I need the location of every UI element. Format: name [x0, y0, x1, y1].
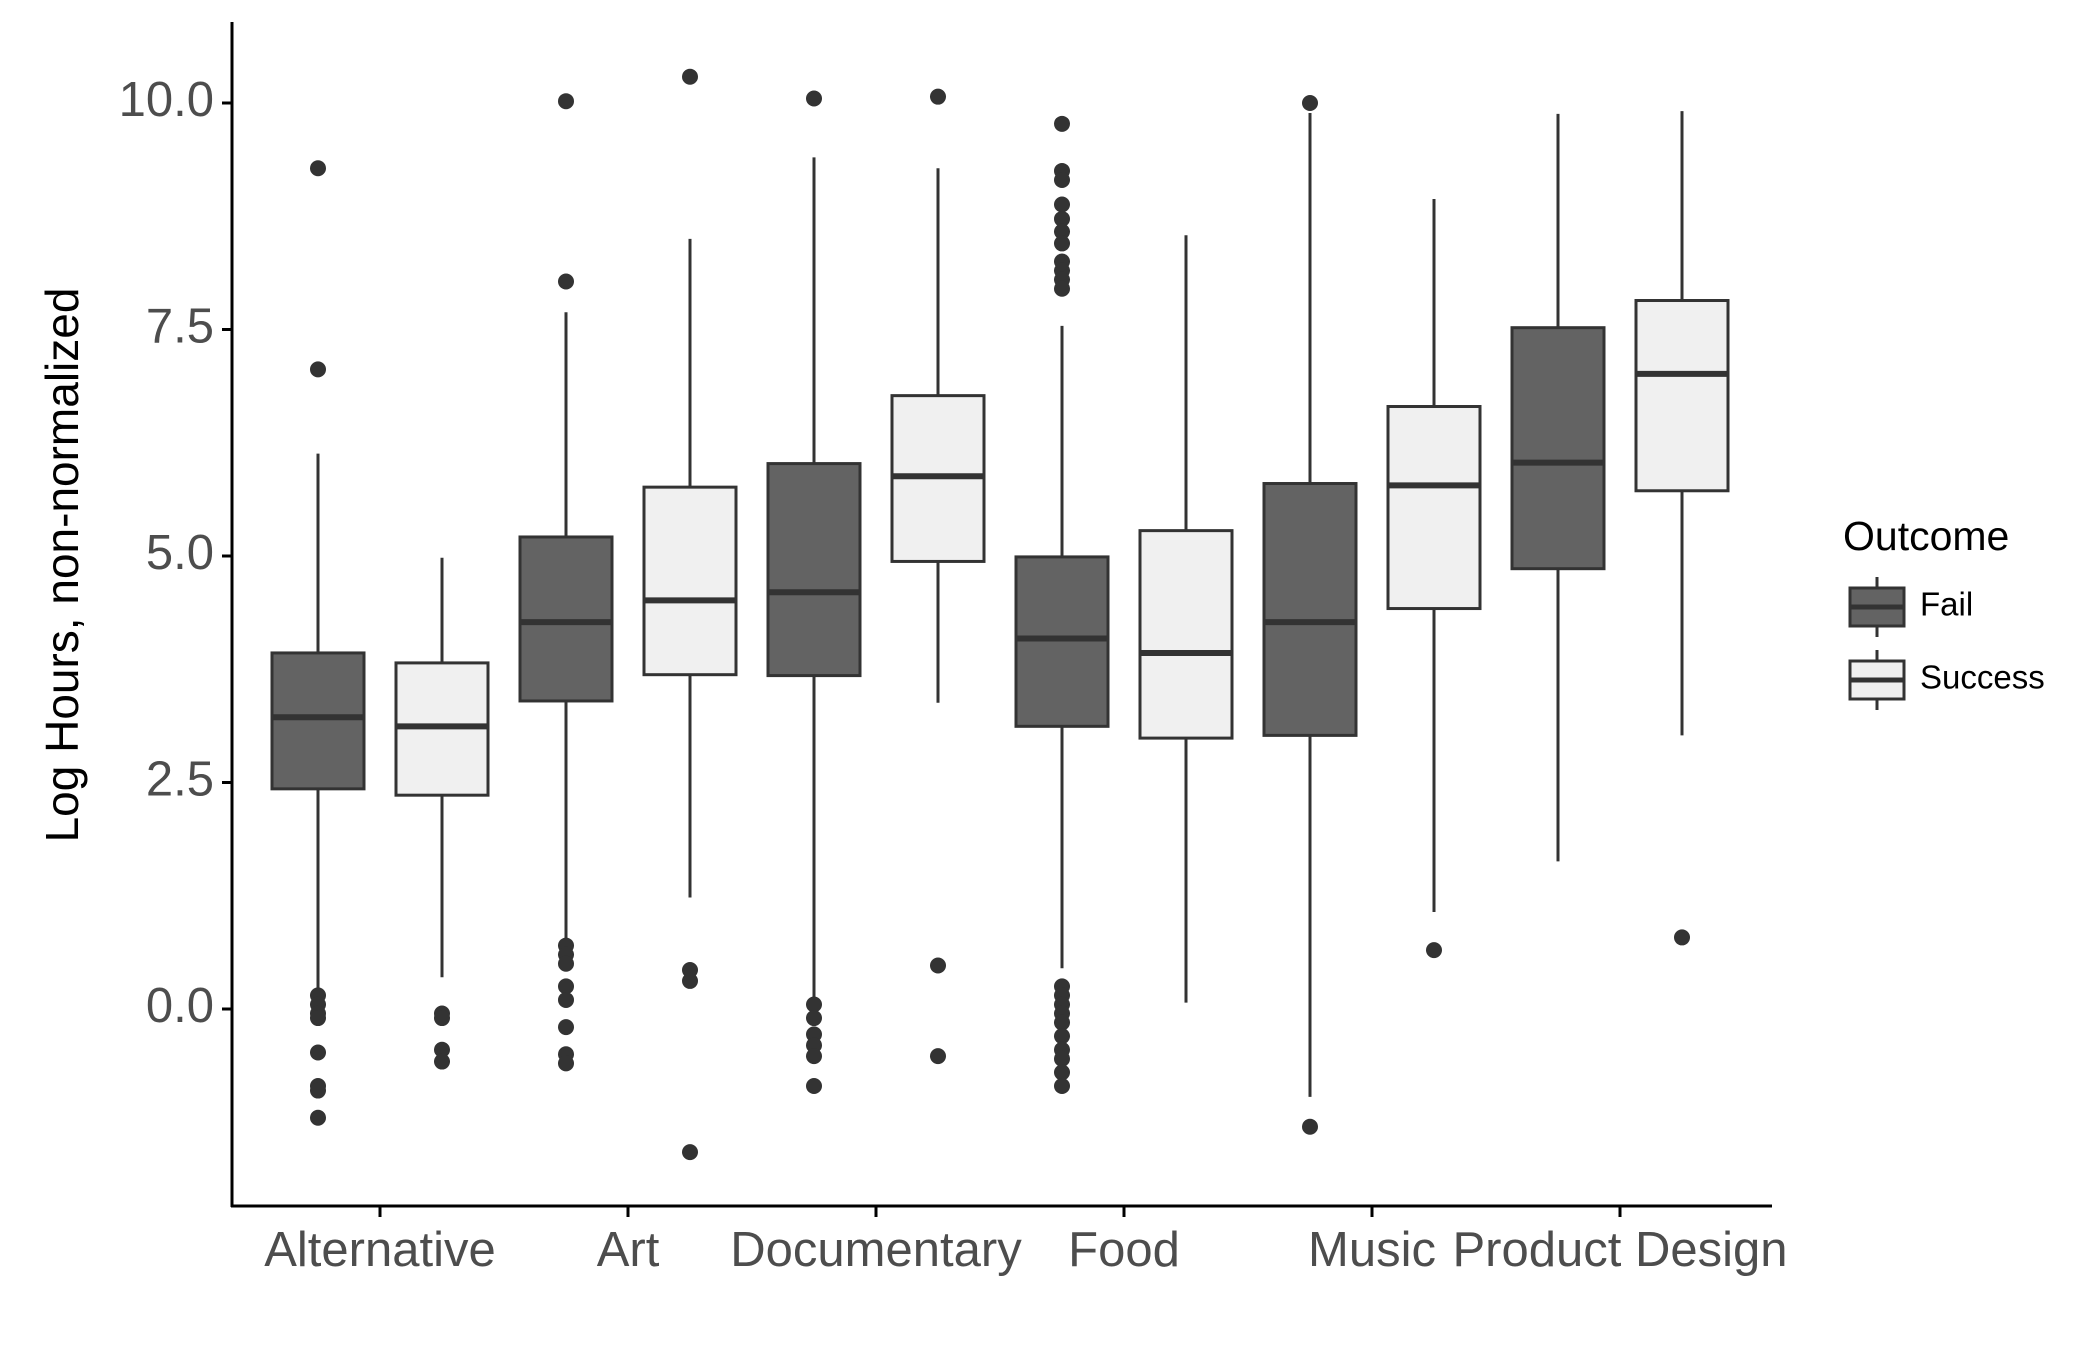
- x-tick-label: Art: [597, 1223, 660, 1277]
- outlier-point: [558, 978, 574, 995]
- x-tick-label: Documentary: [730, 1223, 1022, 1277]
- box-iqr: [270, 651, 366, 791]
- outlier-point: [558, 991, 574, 1008]
- axes: [230, 22, 1772, 1208]
- outlier-point: [558, 1055, 574, 1072]
- box-success-product-design: [1634, 111, 1730, 946]
- outlier-point: [806, 1078, 822, 1095]
- y-axis-ticks: 0.0 2.5 5.0 7.5 10.0: [119, 73, 232, 1033]
- outlier-point: [806, 1048, 822, 1065]
- outlier-point: [310, 160, 326, 177]
- outlier-point: [558, 955, 574, 972]
- box-iqr: [518, 535, 614, 703]
- box-success-art: [642, 68, 738, 1161]
- x-tick-label: Music: [1308, 1223, 1436, 1277]
- box-fail-alternative: [270, 160, 366, 1126]
- x-tick-label: Food: [1068, 1223, 1180, 1277]
- outlier-point: [1054, 1014, 1070, 1031]
- box-fail-documentary: [766, 90, 862, 1095]
- outlier-point: [1302, 1118, 1318, 1135]
- box-iqr: [1634, 299, 1730, 493]
- outlier-point: [434, 1010, 450, 1027]
- legend-title: Outcome: [1843, 513, 2009, 559]
- legend-label: Fail: [1920, 586, 1973, 623]
- box-iqr: [1386, 405, 1482, 611]
- outlier-point: [1426, 942, 1442, 959]
- y-tick-label: 2.5: [146, 752, 214, 806]
- outlier-point: [1054, 280, 1070, 297]
- box-fail-food: [1014, 115, 1110, 1095]
- outlier-point: [806, 90, 822, 107]
- outlier-point: [558, 93, 574, 110]
- box-success-alternative: [394, 557, 490, 1070]
- box-iqr: [1510, 326, 1606, 571]
- box-success-music: [1386, 199, 1482, 959]
- box-iqr: [1014, 555, 1110, 728]
- box-success-food: [1138, 235, 1234, 1003]
- outlier-point: [1054, 1050, 1070, 1067]
- y-tick-label: 5.0: [146, 526, 214, 580]
- outlier-point: [682, 972, 698, 989]
- legend-item-success: Success: [1848, 650, 2045, 710]
- y-axis-title: Log Hours, non-normalized: [36, 288, 88, 843]
- outlier-point: [1054, 223, 1070, 240]
- box-fail-product-design: [1510, 113, 1606, 862]
- y-tick-label: 0.0: [146, 979, 214, 1033]
- outlier-point: [558, 1019, 574, 1036]
- outlier-point: [310, 361, 326, 378]
- outlier-point: [1054, 115, 1070, 132]
- outlier-point: [1054, 196, 1070, 213]
- box-iqr: [642, 485, 738, 677]
- box-fail-art: [518, 93, 614, 1072]
- legend: Outcome Fail Success: [1843, 513, 2045, 710]
- outlier-point: [1302, 95, 1318, 111]
- y-tick-label: 7.5: [146, 299, 214, 353]
- outlier-point: [1674, 929, 1690, 946]
- outlier-point: [930, 1048, 946, 1065]
- legend-item-fail: Fail: [1848, 577, 1973, 637]
- outlier-point: [1054, 235, 1070, 252]
- x-tick-label: Alternative: [264, 1223, 496, 1277]
- outlier-point: [1054, 1064, 1070, 1081]
- box-fail-music: [1262, 95, 1358, 1135]
- outlier-point: [682, 1144, 698, 1161]
- outlier-point: [1054, 210, 1070, 227]
- plot-area: [270, 68, 1730, 1161]
- outlier-point: [310, 1010, 326, 1027]
- y-tick-label: 10.0: [119, 73, 214, 127]
- outlier-point: [682, 68, 698, 85]
- outlier-point: [1054, 1028, 1070, 1045]
- outlier-point: [310, 1109, 326, 1126]
- outlier-point: [310, 1044, 326, 1061]
- outlier-point: [806, 996, 822, 1013]
- outlier-point: [434, 1041, 450, 1058]
- box-success-documentary: [890, 88, 986, 1065]
- box-iqr: [766, 462, 862, 678]
- outlier-point: [930, 957, 946, 974]
- outlier-point: [1054, 172, 1070, 189]
- outlier-point: [310, 1082, 326, 1099]
- x-tick-label: Product Design: [1452, 1223, 1787, 1277]
- outlier-point: [558, 273, 574, 290]
- outlier-point: [930, 88, 946, 105]
- outlier-point: [1054, 1078, 1070, 1095]
- outlier-point: [806, 1010, 822, 1027]
- box-iqr: [1262, 482, 1358, 737]
- legend-label: Success: [1920, 659, 2045, 696]
- x-axis-ticks: Alternative Art Documentary Food Music Produc…: [264, 1206, 1788, 1277]
- outlier-point: [434, 1053, 450, 1070]
- box-iqr: [1138, 529, 1234, 740]
